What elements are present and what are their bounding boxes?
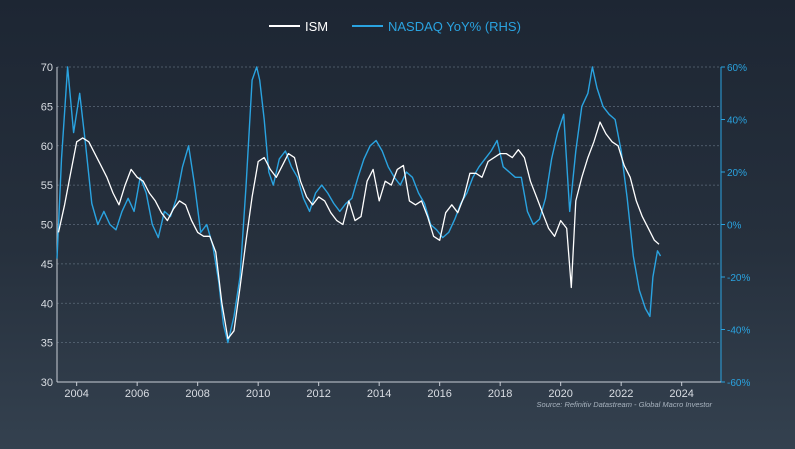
y-left-tick-label: 70: [41, 62, 53, 74]
legend-label-nasdaq: NASDAQ YoY% (RHS): [388, 19, 521, 34]
source-annotation: Source: Refinitiv Datastream - Global Ma…: [537, 400, 713, 409]
y-right-tick-label: -60%: [727, 378, 750, 389]
axes: [56, 66, 725, 386]
x-tick-label: 2008: [185, 388, 209, 400]
y-right-tick-label: 0%: [727, 221, 742, 232]
y-left-tick-label: 30: [41, 377, 53, 389]
y-right-tick-label: 60%: [727, 63, 747, 74]
y-right-tick-label: -40%: [727, 326, 750, 337]
y-right-tick-label: -20%: [727, 273, 750, 284]
x-tick-label: 2018: [488, 388, 512, 400]
x-tick-label: 2004: [64, 388, 88, 400]
y-left-tick-label: 65: [41, 101, 53, 113]
gridlines: [57, 66, 721, 383]
x-tick-label: 2006: [125, 388, 149, 400]
legend-label-ism: ISM: [305, 19, 328, 34]
y-right-tick-label: 40%: [727, 116, 747, 127]
legend: ISM NASDAQ YoY% (RHS): [269, 19, 521, 34]
x-tick-label: 2014: [367, 388, 391, 400]
y-left-tick-label: 40: [41, 298, 53, 310]
y-left-tick-label: 45: [41, 259, 53, 271]
x-tick-label: 2024: [669, 388, 693, 400]
x-tick-label: 2016: [427, 388, 451, 400]
y-right-tick-label: 20%: [727, 168, 747, 179]
x-tick-label: 2010: [246, 388, 270, 400]
x-tick-label: 2020: [548, 388, 572, 400]
tick-labels: 70 65 60 55 50 45 40 35 30 60% 40% 20% 0% -20% -40% -60…: [41, 62, 751, 400]
y-left-tick-label: 60: [41, 141, 53, 153]
x-tick-label: 2022: [609, 388, 633, 400]
x-tick-label: 2012: [306, 388, 330, 400]
y-left-tick-label: 50: [41, 220, 53, 232]
series: [56, 66, 662, 344]
y-left-tick-label: 55: [41, 180, 53, 192]
series-nasdaq-line: [56, 66, 662, 344]
series-ism-line: [57, 121, 660, 340]
y-left-tick-label: 35: [41, 338, 53, 350]
